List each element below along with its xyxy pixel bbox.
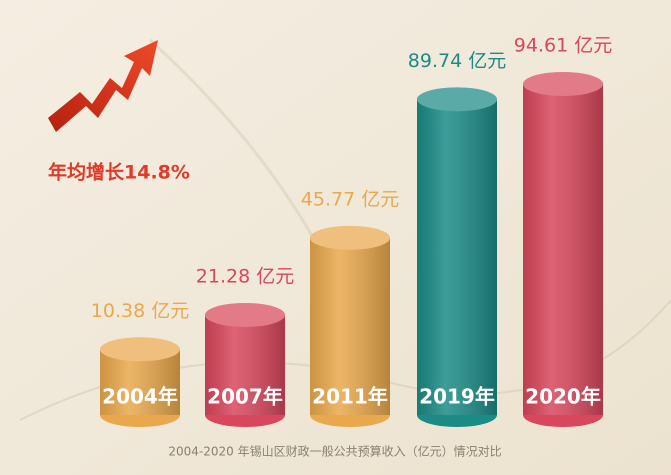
bar-top [310, 225, 390, 250]
category-label: 2019年 [419, 385, 495, 409]
growth-arrow [48, 40, 158, 132]
bar-top-highlight [205, 302, 285, 327]
caption: 2004-2020 年锡山区财政一般公共预算收入（亿元）情况对比 [168, 444, 501, 459]
bar-top [417, 87, 497, 112]
value-label: 94.61 亿元 [514, 34, 612, 56]
bar-top-highlight [100, 337, 180, 362]
bar-top-highlight [417, 87, 497, 112]
value-label: 10.38 亿元 [91, 300, 189, 322]
category-label: 2004年 [102, 385, 178, 409]
bar-top [205, 302, 285, 327]
value-label: 89.74 亿元 [408, 50, 506, 72]
bar-shade [417, 99, 497, 415]
category-label: 2007年 [207, 385, 283, 409]
category-label: 2011年 [312, 385, 388, 409]
value-label: 45.77 亿元 [301, 188, 399, 210]
bar-shade [523, 83, 603, 415]
bar-top-highlight [310, 225, 390, 250]
decor [148, 38, 322, 251]
value-label: 21.28 亿元 [196, 265, 294, 287]
bar-top [523, 71, 603, 96]
category-label: 2020年 [525, 385, 601, 409]
annotation: 年均增长14.8% [48, 161, 190, 184]
bar-top-highlight [523, 71, 603, 96]
bar-top [100, 337, 180, 362]
bar-shade [205, 314, 285, 415]
bar-shade [310, 237, 390, 415]
